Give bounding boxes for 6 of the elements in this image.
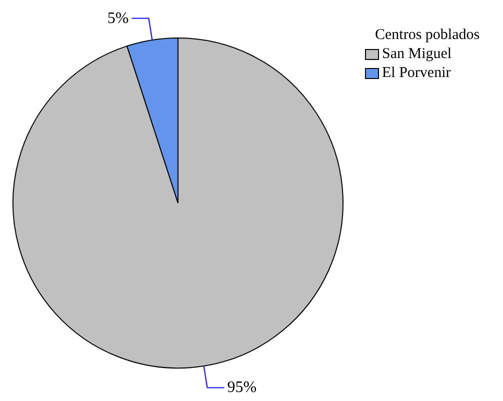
data-label: 95% [227,379,257,396]
legend-label: San Miguel [382,45,452,64]
data-label: 5% [107,10,129,27]
legend-title: Centros poblados [374,26,481,45]
legend-label: El Porvenir [382,64,451,83]
pie-slice [12,38,344,368]
